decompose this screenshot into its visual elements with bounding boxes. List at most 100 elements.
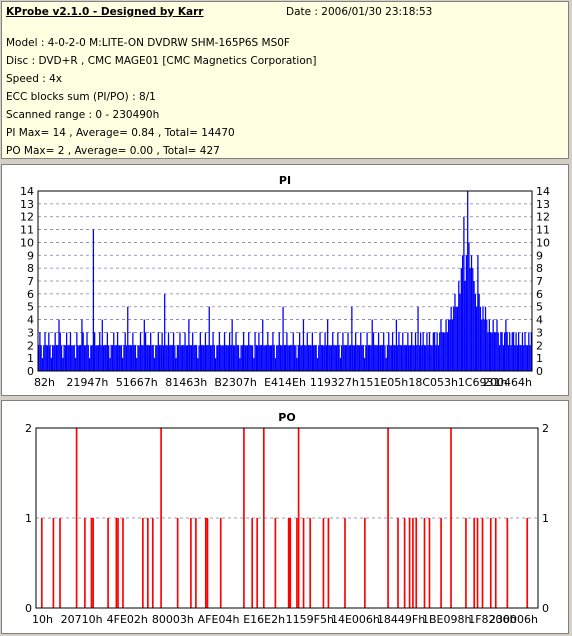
pi-bar [304,345,306,371]
pi-bar [166,345,168,371]
po-bar [506,518,509,608]
pi-bar [43,345,45,371]
pi-y-tick-label-right: 6 [536,288,543,301]
pi-y-tick-label-right: 7 [536,275,543,288]
pi-bar [408,345,410,371]
pi-bar [76,332,78,371]
pi-bar [278,332,280,371]
po-bar [262,428,265,608]
pi-bar [342,332,344,371]
pi-y-tick-label-right: 11 [536,224,550,237]
pi-bar [264,345,266,371]
po-bar [397,518,399,608]
pi-bar [86,332,88,371]
pi-bar [365,345,367,371]
pi-bar [287,345,289,371]
pi-bar [277,345,279,371]
pi-bar [109,358,111,371]
pi-bar [492,319,494,371]
pi-bar [253,358,255,371]
pi-bar [268,345,270,371]
pi-bar [73,345,75,371]
pi-bar [99,332,101,371]
pi-y-tick-label: 6 [27,288,34,301]
po-bar [195,518,197,608]
pi-bar [279,345,282,371]
pi-bar [46,345,49,371]
pi-bar [477,255,479,371]
pi-bar [439,332,441,371]
pi-bar [478,293,480,371]
pi-bar [344,345,347,371]
pi-bar [202,345,204,371]
po-bar [526,518,529,608]
pi-bar [349,345,352,371]
pi-bar [516,345,518,371]
pi-bar [297,345,299,371]
pi-bar [162,345,165,371]
po-bar [204,518,207,608]
pi-bar [405,345,408,371]
po-bar [412,518,414,608]
pi-bar [141,345,143,371]
pi-bar [72,345,74,371]
po-y-tick-label-right: 2 [542,422,549,435]
pi-bar [94,332,96,371]
pi-bar [507,345,510,371]
pi-bar [111,345,114,371]
info-panel: KProbe v2.1.0 - Designed by Karr Date : … [1,1,569,159]
pi-bar [87,345,89,371]
po-y-tick-label: 2 [25,422,32,435]
pi-bar [361,345,363,371]
pi-bar [356,345,358,371]
pi-x-tick-label: 119327h [310,376,359,389]
po-bar [117,518,119,608]
pi-bar [292,332,294,371]
pi-bar [489,332,492,371]
pi-bar [470,255,473,371]
pi-bar [514,345,516,371]
pi-bar [425,345,427,371]
pi-y-tick-label: 14 [20,185,34,198]
pi-bar [74,358,77,371]
scan-date: Date : 2006/01/30 23:18:53 [286,6,433,18]
pi-bar [323,345,325,371]
pi-bar [71,345,73,371]
po-bar [296,518,298,608]
pi-bar [96,345,98,371]
pi-y-tick-label-right: 12 [536,211,550,224]
pi-y-tick-label-right: 10 [536,236,550,249]
pi-bar [226,345,228,371]
pi-bar [267,332,269,371]
pi-bar [481,319,483,371]
pi-bar [319,332,321,371]
pi-bar [488,319,490,371]
pi-bar [127,306,129,371]
pi-bar [450,306,452,371]
pi-y-tick-label: 9 [27,249,34,262]
pi-bar [160,345,162,371]
pi-bar [332,332,334,371]
pi-bar [346,345,348,371]
pi-y-tick-label-right: 8 [536,262,543,275]
pi-bar [88,358,91,371]
pi-bar [139,332,142,371]
po-y-tick-label: 0 [25,602,32,615]
pi-bar [172,332,175,371]
pi-bar [437,345,440,371]
pi-bar [459,293,461,371]
pi-bar [302,319,305,371]
po-bar [465,518,467,608]
pi-bar [263,345,265,371]
pi-bar [240,345,242,371]
pi-bar [106,332,109,371]
pi-bar [395,319,398,371]
pi-bar [246,345,249,371]
pi-bar [176,345,179,371]
pi-bar [447,319,450,371]
pi-bar [484,306,487,371]
pi-bar [113,332,115,371]
po-bar [147,518,149,608]
pi-y-tick-label-right: 5 [536,301,543,314]
pi-bar [54,332,56,371]
